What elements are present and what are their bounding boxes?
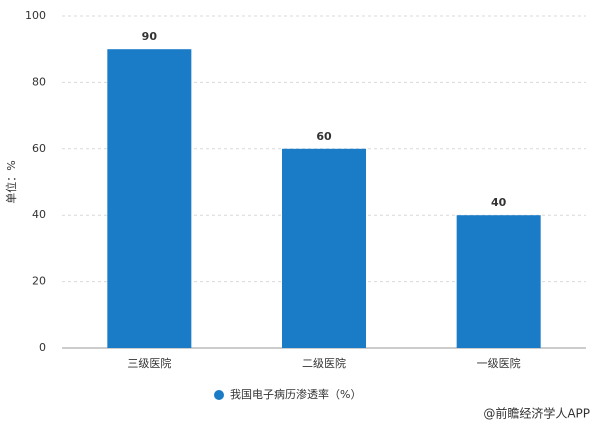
y-tick-label: 0 xyxy=(39,341,46,354)
y-tick-label: 20 xyxy=(32,275,46,288)
bar xyxy=(107,49,192,348)
legend-marker xyxy=(214,390,224,400)
y-tick-label: 100 xyxy=(25,9,46,22)
legend-label: 我国电子病历渗透率（%） xyxy=(230,387,361,401)
y-tick-label: 40 xyxy=(32,208,46,221)
data-label: 60 xyxy=(316,130,332,143)
source: @前瞻经济学人APP xyxy=(483,406,590,421)
bar xyxy=(456,215,541,348)
data-label: 40 xyxy=(491,196,507,209)
y-tick-label: 60 xyxy=(32,142,46,155)
y-tick-label: 80 xyxy=(32,75,46,88)
data-label: 90 xyxy=(142,30,158,43)
y-axis-label: 单位：% xyxy=(4,160,18,203)
x-tick-label: 二级医院 xyxy=(302,356,346,370)
x-tick-label: 一级医院 xyxy=(477,356,521,370)
x-tick-label: 三级医院 xyxy=(127,356,171,370)
bar xyxy=(282,148,366,348)
